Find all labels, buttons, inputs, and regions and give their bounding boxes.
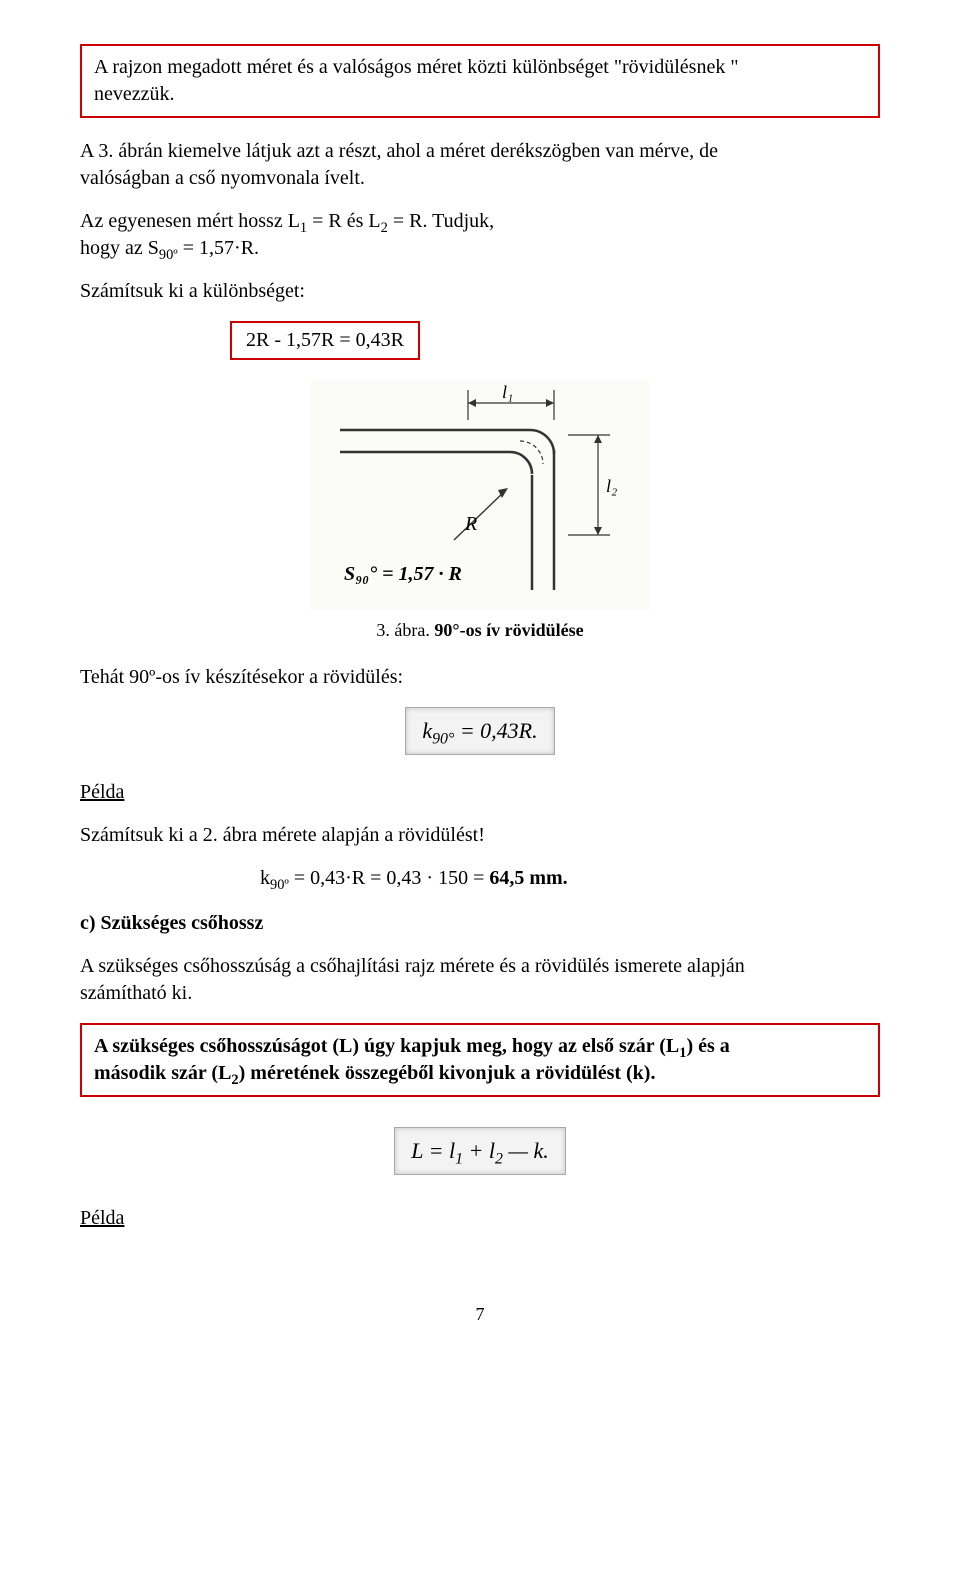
page-number: 7 (80, 1302, 880, 1326)
pipe-bend-svg: R l₁ l₂ S₉₀° = 1,57 · R (310, 380, 650, 610)
paragraph-szukseges-csohossz: A szükséges csőhosszúság a csőhajlítási … (80, 953, 880, 1007)
box1-line2: nevezzük. (94, 83, 175, 105)
definition-box-rovidules: A rajzon megadott méret és a valóságos m… (80, 44, 880, 118)
label-l2: l₂ (606, 476, 617, 496)
paragraph-egyenesen: Az egyenesen mért hossz L1 = R és L2 = R… (80, 208, 880, 262)
label-S90: S₉₀° = 1,57 · R (344, 563, 462, 585)
label-R: R (464, 513, 477, 535)
heading-pelda-2: Példa (80, 1205, 880, 1232)
equation-k90-value: k90º = 0,43·R = 0,43 · 150 = 64,5 mm. (260, 865, 880, 892)
heading-pelda-1: Példa (80, 779, 880, 806)
paragraph-abra-3: A 3. ábrán kiemelve látjuk azt a részt, … (80, 138, 880, 192)
figure-3-caption: 3. ábra. 90°-os ív rövidülése (80, 618, 880, 642)
formula-box-L: L = l1 + l2 — k. (80, 1127, 880, 1175)
formula-box-k90: k90° = 0,43R. (80, 707, 880, 755)
paragraph-szamitsuk-kulonbseg: Számítsuk ki a különbséget: (80, 278, 880, 305)
label-l1: l₁ (502, 382, 513, 402)
figure-3-diagram: R l₁ l₂ S₉₀° = 1,57 · R (80, 380, 880, 610)
definition-box-L: A szükséges csőhosszúságot (L) úgy kapju… (80, 1023, 880, 1097)
paragraph-tehat-90: Tehát 90º-os ív készítésekor a rövidülés… (80, 664, 880, 691)
paragraph-szamitsuk-2abra: Számítsuk ki a 2. ábra mérete alapján a … (80, 822, 880, 849)
equation-box-2r: 2R - 1,57R = 0,43R (230, 321, 420, 360)
box1-line1: A rajzon megadott méret és a valóságos m… (94, 56, 738, 78)
heading-c-szukseges: c) Szükséges csőhossz (80, 910, 880, 937)
